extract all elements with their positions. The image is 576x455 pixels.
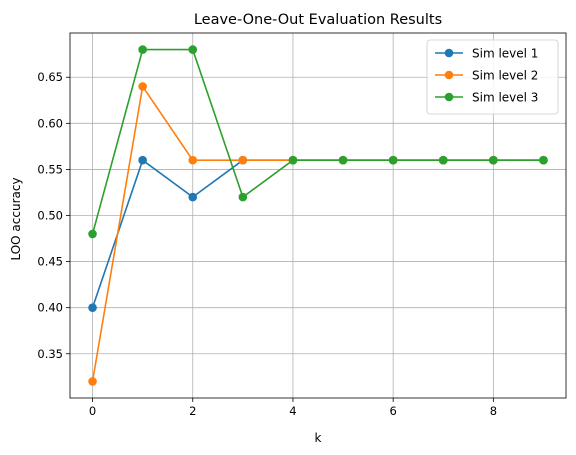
legend-label: Sim level 2 bbox=[472, 69, 538, 83]
y-tick-label: 0.65 bbox=[37, 70, 63, 84]
x-axis-label: k bbox=[315, 431, 322, 445]
data-point bbox=[339, 156, 348, 165]
data-point bbox=[138, 156, 147, 165]
y-tick-label: 0.50 bbox=[37, 209, 63, 223]
data-point bbox=[188, 45, 197, 54]
data-point bbox=[138, 82, 147, 91]
data-point bbox=[489, 156, 498, 165]
x-tick-label: 4 bbox=[289, 404, 296, 418]
legend-label: Sim level 1 bbox=[472, 47, 538, 61]
x-tick-label: 6 bbox=[389, 404, 396, 418]
legend-label: Sim level 3 bbox=[472, 91, 538, 105]
data-point bbox=[88, 377, 97, 386]
data-point bbox=[289, 156, 298, 165]
legend-marker bbox=[445, 49, 454, 58]
y-tick-label: 0.55 bbox=[37, 162, 63, 176]
data-point bbox=[88, 303, 97, 312]
data-point bbox=[188, 193, 197, 202]
y-tick-label: 0.45 bbox=[37, 255, 63, 269]
data-point bbox=[88, 230, 97, 239]
y-tick-label: 0.35 bbox=[37, 347, 63, 361]
data-point bbox=[239, 156, 248, 165]
data-point bbox=[138, 45, 147, 54]
y-axis-label: LOO accuracy bbox=[9, 177, 23, 260]
x-tick-label: 0 bbox=[89, 404, 96, 418]
x-tick-label: 2 bbox=[189, 404, 196, 418]
y-tick-label: 0.60 bbox=[37, 116, 63, 130]
data-point bbox=[439, 156, 448, 165]
y-tick-label: 0.40 bbox=[37, 301, 63, 315]
legend: Sim level 1 Sim level 2 Sim level 3 bbox=[427, 40, 558, 114]
chart-title: Leave-One-Out Evaluation Results bbox=[194, 12, 442, 28]
legend-marker bbox=[445, 93, 454, 102]
legend-marker bbox=[445, 71, 454, 80]
data-point bbox=[389, 156, 398, 165]
data-point bbox=[188, 156, 197, 165]
data-point bbox=[239, 193, 248, 202]
data-point bbox=[539, 156, 548, 165]
x-tick-label: 8 bbox=[490, 404, 497, 418]
